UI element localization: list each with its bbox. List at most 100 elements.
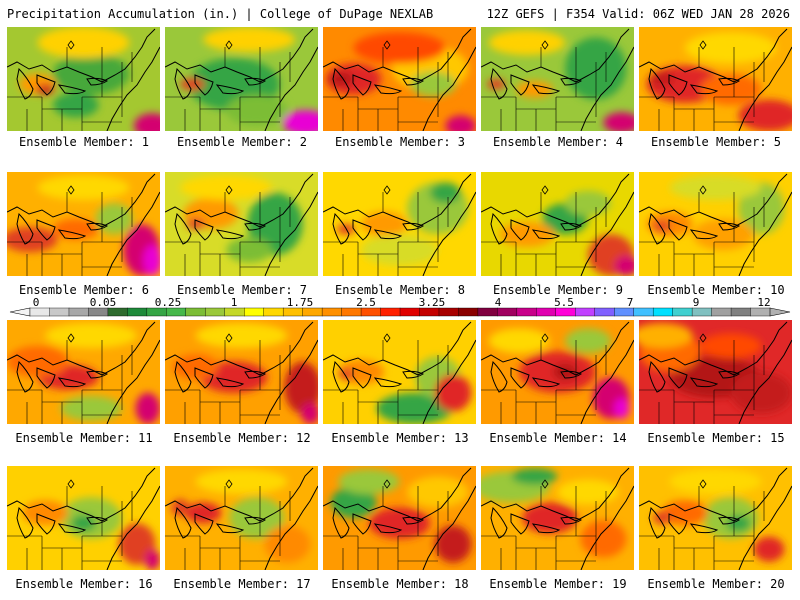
great-lake-outline: [718, 516, 740, 525]
precip-contour: [565, 328, 612, 354]
ensemble-member-3-map: [323, 27, 476, 131]
precip-contour: [488, 30, 566, 56]
diamond-marker-icon: [699, 40, 707, 50]
colorbar-swatch: [127, 307, 148, 317]
precip-contour: [133, 113, 160, 131]
ensemble-member-label: Ensemble Member: 19: [489, 577, 627, 591]
great-lake-outline: [373, 377, 403, 388]
precip-map: [481, 320, 634, 424]
great-lake-outline: [57, 523, 87, 534]
precip-map: [323, 320, 476, 424]
ensemble-member-18-map: [323, 466, 476, 570]
great-lake-outline: [16, 506, 34, 539]
state-borders: [7, 192, 133, 276]
ensemble-member-20-map: [639, 466, 792, 570]
precip-contour: [557, 479, 619, 505]
colorbar-tick-label: 7: [627, 297, 634, 309]
state-borders: [639, 486, 765, 570]
great-lake-outline: [531, 84, 561, 95]
diamond-marker-icon: [699, 185, 707, 195]
coastline: [7, 467, 160, 570]
great-lake-outline: [689, 84, 719, 95]
precip-contour: [195, 469, 288, 495]
colorbar-swatch: [516, 307, 537, 317]
great-lake-outline: [244, 222, 266, 231]
ensemble-member-label: Ensemble Member: 12: [173, 431, 311, 445]
great-lake-outline: [510, 367, 530, 389]
great-lake-outline: [16, 212, 34, 245]
great-lake-outline: [648, 212, 666, 245]
great-lake-outline: [352, 74, 372, 96]
colorbar-min-arrow: [9, 307, 31, 317]
ensemble-member-label: Ensemble Member: 16: [15, 577, 153, 591]
great-lake-outline: [373, 523, 403, 534]
precip-map: [7, 320, 160, 424]
precip-contour: [264, 525, 311, 563]
precip-contour: [338, 368, 354, 380]
precip-map: [481, 172, 634, 276]
precip-contour: [37, 175, 130, 201]
great-lake-outline: [194, 74, 214, 96]
great-lake-outline: [174, 360, 192, 393]
great-lake-outline: [86, 222, 108, 231]
colorbar-swatch: [536, 307, 557, 317]
state-borders: [481, 192, 607, 276]
coastline: [639, 467, 792, 570]
run-info: 12Z GEFS | F354 Valid: 06Z WED JAN 28 20…: [486, 7, 790, 21]
great-lake-outline: [36, 74, 56, 96]
precip-contour: [180, 175, 273, 201]
great-lake-outline: [174, 212, 192, 245]
colorbar-swatch: [302, 307, 323, 317]
great-lake-outline: [490, 212, 508, 245]
great-lake-outline: [332, 360, 350, 393]
ensemble-member-label: Ensemble Member: 3: [334, 135, 466, 149]
colorbar-tick-label: 5.5: [554, 297, 574, 309]
precip-contour: [144, 549, 160, 570]
great-lake-outline: [174, 506, 192, 539]
precip-contour: [195, 323, 288, 349]
precip-contour: [488, 328, 550, 354]
great-lake-outline: [402, 516, 424, 525]
state-borders: [7, 47, 133, 131]
ensemble-member-label: Ensemble Member: 6: [18, 283, 150, 297]
ensemble-member-10-map: [639, 172, 792, 276]
precip-map: [323, 27, 476, 131]
state-borders: [481, 340, 607, 424]
precip-contour: [361, 234, 438, 266]
ensemble-member-label: Ensemble Member: 9: [492, 283, 624, 297]
great-lake-outline: [352, 367, 372, 389]
colorbar-swatch: [380, 307, 401, 317]
colorbar-swatch: [29, 307, 50, 317]
diamond-marker-icon: [541, 479, 549, 489]
precip-map: [639, 27, 792, 131]
colorbar-tick-label: 0.25: [155, 297, 182, 309]
colorbar-swatch: [224, 307, 245, 317]
ensemble-member-11-map: [7, 320, 160, 424]
colorbar-swatch: [575, 307, 596, 317]
ensemble-member-15-map: [639, 320, 792, 424]
great-lake-outline: [332, 67, 350, 100]
precip-contour: [203, 27, 296, 52]
diamond-marker-icon: [225, 479, 233, 489]
great-lake-outline: [244, 77, 266, 86]
precip-contour: [171, 499, 190, 516]
colorbar-tick-label: 9: [693, 297, 700, 309]
colorbar-swatch: [399, 307, 420, 317]
coastline: [639, 173, 792, 276]
precip-map: [323, 172, 476, 276]
page-title: Precipitation Accumulation (in.) | Colle…: [7, 7, 434, 21]
precip-contour: [516, 81, 553, 98]
ensemble-member-8-map: [323, 172, 476, 276]
precip-contour: [726, 514, 751, 532]
precip-contour: [565, 190, 612, 216]
colorbar-swatch: [555, 307, 576, 317]
diamond-marker-icon: [225, 185, 233, 195]
ensemble-member-label: Ensemble Member: 13: [331, 431, 469, 445]
colorbar-swatch: [321, 307, 343, 317]
ensemble-member-label: Ensemble Member: 15: [647, 431, 785, 445]
great-lake-outline: [86, 516, 108, 525]
ensemble-member-label: Ensemble Member: 7: [176, 283, 308, 297]
precip-contour: [186, 218, 205, 230]
colorbar-swatch: [341, 307, 362, 317]
colorbar: 0 0.05 0.25 1 1.75 2.5 3.25 4 5.5 7 9 12: [9, 297, 791, 317]
